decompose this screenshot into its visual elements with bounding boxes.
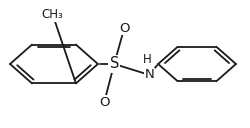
Text: O: O <box>98 96 109 109</box>
Text: S: S <box>109 56 118 72</box>
Text: N: N <box>144 68 154 81</box>
Text: O: O <box>118 22 129 35</box>
Text: H: H <box>142 53 150 66</box>
Text: CH₃: CH₃ <box>42 8 63 21</box>
